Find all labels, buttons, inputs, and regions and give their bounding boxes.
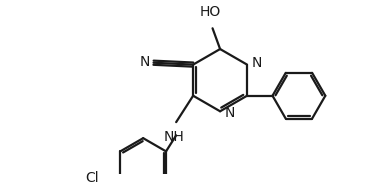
Text: NH: NH bbox=[164, 130, 185, 144]
Text: N: N bbox=[252, 56, 262, 70]
Text: Cl: Cl bbox=[85, 171, 99, 184]
Text: N: N bbox=[225, 106, 235, 120]
Text: HO: HO bbox=[200, 5, 221, 19]
Text: N: N bbox=[140, 55, 150, 69]
